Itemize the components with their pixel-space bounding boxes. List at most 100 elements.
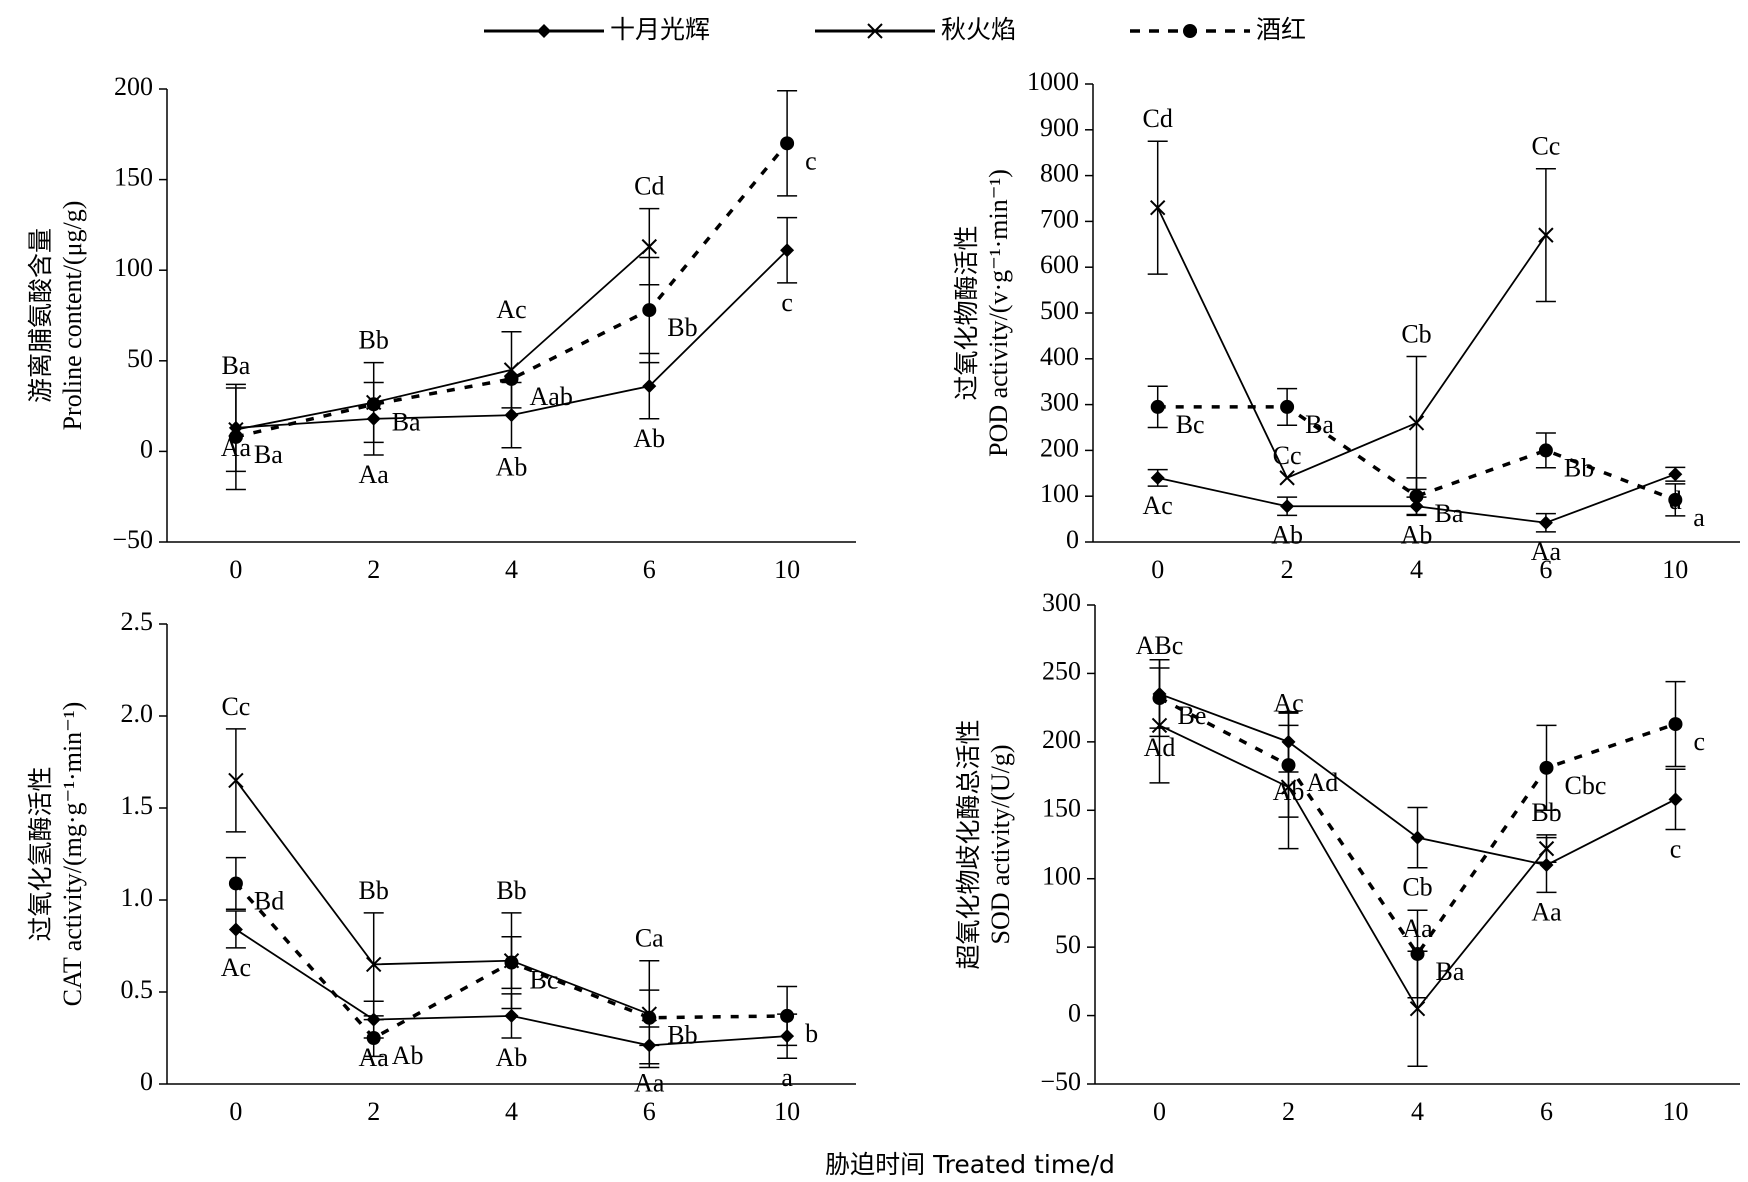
y-tick-label: −50 <box>1040 1067 1081 1096</box>
marker-circle <box>1280 399 1295 414</box>
marker-circle <box>504 371 519 386</box>
marker-x <box>1279 470 1295 486</box>
point-label: Bc <box>1176 410 1205 439</box>
point-label: b <box>805 1019 818 1048</box>
y-axis-label-cn: 过氧化物酶活性 <box>952 225 981 400</box>
y-tick-label: −50 <box>112 525 153 554</box>
point-label: Ba <box>392 407 421 436</box>
series-line <box>235 142 789 439</box>
y-tick-label: 600 <box>1040 250 1079 279</box>
y-tick-label: 200 <box>1040 433 1079 462</box>
y-axis-label-cn: 过氧化氢酶活性 <box>26 766 55 941</box>
point-label: Bc <box>530 966 559 995</box>
x-tick-label: 0 <box>229 1097 242 1126</box>
marker-circle <box>780 136 795 151</box>
y-tick-label: 0 <box>1066 525 1079 554</box>
x-tick-label: 10 <box>1662 555 1688 584</box>
point-label: Cd <box>634 172 664 201</box>
y-tick-label: 700 <box>1040 204 1079 233</box>
marker-circle <box>1539 760 1554 775</box>
point-label: c <box>1670 834 1682 863</box>
x-tick-label: 6 <box>643 555 656 584</box>
y-tick-label: 100 <box>1040 479 1079 508</box>
marker-diamond <box>1668 467 1683 482</box>
y-tick-label: 50 <box>1055 930 1081 959</box>
point-label: Ab <box>633 424 665 453</box>
marker-circle <box>1668 717 1683 732</box>
y-tick-label: 500 <box>1040 296 1079 325</box>
y-tick-label: 200 <box>114 72 153 101</box>
point-label: Bd <box>254 886 284 915</box>
x-tick-label: 6 <box>1540 1097 1553 1126</box>
x-tick-label: 6 <box>643 1097 656 1126</box>
point-label: Bb <box>1564 453 1594 482</box>
x-tick-label: 10 <box>774 1097 800 1126</box>
y-tick-label: 900 <box>1040 113 1079 142</box>
marker-circle <box>780 1008 795 1023</box>
marker-circle <box>1183 24 1197 38</box>
x-axis-label: 胁迫时间 Treated time/d <box>825 1150 1115 1179</box>
marker-diamond <box>1280 499 1295 514</box>
marker-x <box>365 956 382 973</box>
point-label: Ad <box>1307 768 1339 797</box>
series-line <box>1158 696 1677 958</box>
marker-circle <box>366 397 381 412</box>
y-axis-label: POD activity/(v·g⁻¹·min⁻¹) <box>984 169 1013 457</box>
x-tick-label: 4 <box>505 1097 518 1126</box>
marker-circle <box>366 1031 381 1045</box>
marker-x <box>1538 840 1555 857</box>
series-line <box>235 779 650 1015</box>
marker-circle <box>1409 489 1424 504</box>
point-label: Ba <box>1435 499 1464 528</box>
series-line <box>1159 724 1548 1011</box>
y-tick-label: 1.0 <box>121 883 154 912</box>
marker-diamond <box>1150 470 1165 485</box>
x-tick-label: 2 <box>1281 555 1294 584</box>
point-label: Cb <box>1401 319 1431 348</box>
marker-circle <box>642 303 657 318</box>
point-label: ABc <box>1136 631 1184 660</box>
y-tick-label: 300 <box>1040 388 1079 417</box>
point-label: Bb <box>359 876 389 905</box>
marker-circle <box>1152 691 1167 706</box>
y-axis-label: CAT activity/(mg·g⁻¹·min⁻¹) <box>58 702 87 1007</box>
point-label: Cd <box>1143 104 1173 133</box>
y-tick-label: 50 <box>127 344 153 373</box>
point-label: c <box>1694 727 1706 756</box>
y-tick-label: 800 <box>1040 159 1079 188</box>
marker-diamond <box>537 24 551 38</box>
marker-x <box>1408 415 1425 431</box>
marker-circle <box>1281 758 1296 773</box>
point-label: Aa <box>359 460 390 489</box>
point-label: Be <box>1178 701 1207 730</box>
point-label: Ba <box>221 351 250 380</box>
x-tick-label: 2 <box>367 555 380 584</box>
y-tick-label: 300 <box>1042 588 1081 617</box>
point-label: Aa <box>634 1069 665 1098</box>
point-label: Ac <box>1143 491 1173 520</box>
point-label: Cc <box>1273 441 1302 470</box>
y-tick-label: 0 <box>140 434 153 463</box>
marker-x <box>1149 199 1166 216</box>
y-tick-label: 250 <box>1042 656 1081 685</box>
point-label: Cbc <box>1565 771 1607 800</box>
x-tick-label: 0 <box>229 555 242 584</box>
y-tick-label: 100 <box>114 253 153 282</box>
marker-circle <box>1150 399 1165 414</box>
point-label: Ab <box>496 1043 528 1072</box>
x-tick-label: 2 <box>1282 1097 1295 1126</box>
point-label: a <box>1693 503 1705 532</box>
y-axis-label: Proline content/(μg/g) <box>58 201 87 431</box>
marker-circle <box>642 1010 657 1025</box>
y-tick-label: 1.5 <box>121 791 154 820</box>
marker-diamond <box>504 408 519 423</box>
point-label: Ba <box>254 440 283 469</box>
series-line <box>1157 405 1676 502</box>
y-tick-label: 0.5 <box>121 975 154 1004</box>
y-axis-label: SOD activity/(U/g) <box>986 744 1015 944</box>
marker-circle <box>504 955 519 970</box>
point-label: Cb <box>1402 873 1432 902</box>
marker-circle <box>1410 946 1425 961</box>
point-label: Aab <box>530 382 573 411</box>
y-tick-label: 150 <box>114 163 153 192</box>
